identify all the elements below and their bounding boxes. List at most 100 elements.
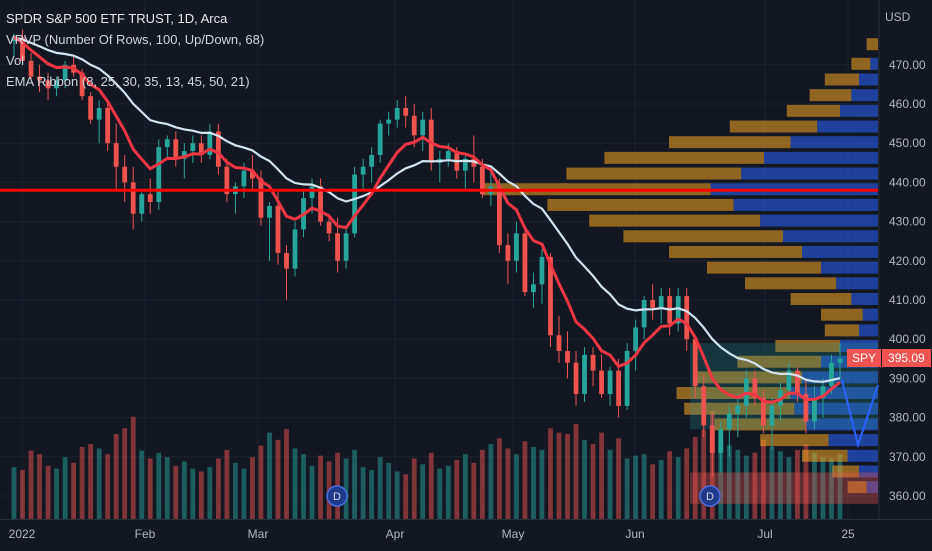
candle-body: [752, 378, 758, 398]
candle-body: [531, 284, 536, 293]
volume-bar: [565, 434, 570, 519]
volume-bar: [633, 455, 639, 519]
vp-up-bar: [790, 136, 878, 149]
volume-bar: [164, 457, 170, 519]
candle-body: [582, 354, 587, 395]
candle-body: [156, 147, 162, 202]
volume-bar: [130, 416, 136, 519]
volume-bar: [829, 458, 834, 519]
volume-bar: [318, 455, 323, 519]
price-tick-label: 410.00: [889, 293, 926, 307]
volume-bar: [394, 471, 400, 519]
vp-up-bar: [847, 449, 878, 462]
vp-up-bar: [783, 230, 878, 243]
candle-body: [360, 166, 366, 175]
volume-bar: [377, 457, 383, 519]
vp-down-bar: [809, 89, 852, 102]
candle-body: [215, 131, 221, 167]
time-scale-bar[interactable]: [0, 519, 932, 551]
indicator-vrvp[interactable]: VRVP (Number Of Rows, 100, Up/Down, 68): [6, 32, 265, 47]
last-price-tag: SPY 395.09: [847, 349, 931, 367]
currency-label[interactable]: USD: [885, 10, 911, 24]
ema-ribbon: [13, 36, 841, 404]
candle-body: [573, 362, 579, 395]
volume-bar: [28, 450, 34, 519]
volume-bar: [122, 428, 128, 519]
candle-body: [820, 386, 826, 398]
candle-body: [181, 151, 187, 159]
candle-body: [479, 166, 485, 195]
volume-bar: [650, 464, 656, 519]
vp-down-bar: [824, 73, 859, 86]
volume-bar: [181, 461, 187, 519]
candle-body: [292, 229, 298, 269]
candle-body: [650, 300, 656, 308]
volume-bar: [113, 434, 119, 519]
vp-up-bar: [817, 120, 878, 133]
vp-up-bar: [733, 198, 878, 211]
vp-up-bar: [851, 89, 878, 102]
vp-down-bar: [669, 245, 802, 258]
candle-body: [369, 154, 375, 167]
candle-body: [514, 233, 519, 261]
volume-bar: [692, 436, 698, 519]
volume-bar: [726, 445, 732, 519]
candle-body: [250, 170, 255, 179]
volume-bar: [139, 450, 145, 519]
price-tick-label: 370.00: [889, 450, 926, 464]
vp-up-bar: [805, 418, 878, 431]
candle-body: [411, 115, 417, 136]
chart-grid: [0, 0, 878, 519]
time-axis[interactable]: 2022 Feb Mar Apr May Jun Jul 25: [9, 527, 855, 541]
candle-body: [590, 354, 596, 371]
volume-bar: [573, 423, 579, 519]
volume-bar: [752, 452, 758, 519]
volume-bar: [207, 467, 213, 519]
volume-bar: [403, 474, 409, 519]
dividend-marker-icon: [699, 485, 721, 507]
time-tick-label: 2022: [9, 527, 36, 541]
candle-body: [522, 233, 528, 293]
vp-down-bar: [669, 136, 791, 149]
candle-body: [309, 186, 315, 199]
chart-title[interactable]: SPDR S&P 500 ETF TRUST, 1D, Arca: [6, 11, 228, 26]
vp-down-bar: [866, 38, 878, 51]
volume-bar: [45, 465, 51, 519]
volume-bar: [445, 465, 451, 519]
vp-up-bar: [851, 293, 878, 305]
indicator-ema-ribbon[interactable]: EMA Ribbon (8, 25, 30, 35, 13, 45, 50, 2…: [6, 74, 250, 89]
candle-body: [45, 80, 51, 89]
candle-body: [275, 205, 281, 253]
candle-body: [837, 358, 843, 363]
volume-bar: [88, 444, 94, 519]
candle-body: [795, 370, 800, 395]
candle-body: [718, 429, 724, 453]
volume-bar: [369, 470, 375, 519]
volume-bar: [803, 444, 809, 519]
volume-bar: [79, 447, 85, 519]
vp-low-area: [690, 472, 878, 504]
candle-body: [79, 72, 85, 97]
volume-bar: [454, 459, 460, 519]
volume-bar: [675, 457, 681, 519]
candle-body: [548, 256, 553, 336]
candle-body: [641, 300, 647, 328]
price-axis[interactable]: 470.00 460.00 450.00 440.00 430.00 420.00 410.…: [889, 58, 926, 503]
volume-bar: [599, 432, 604, 519]
last-price-value: 395.09: [882, 349, 931, 367]
candle-body: [105, 107, 111, 144]
vp-up-bar: [821, 261, 878, 274]
volume-bar: [267, 432, 272, 519]
candle-body: [760, 398, 766, 426]
time-tick-label: Feb: [135, 527, 156, 541]
ema-fast-line: [13, 36, 841, 404]
candle-body: [701, 386, 707, 426]
price-tick-label: 360.00: [889, 489, 926, 503]
volume-bar: [428, 452, 434, 519]
volume-bar: [479, 449, 485, 519]
vp-down-bar: [832, 465, 859, 478]
candle-body: [11, 37, 17, 42]
indicator-vol[interactable]: Vol: [6, 53, 25, 68]
